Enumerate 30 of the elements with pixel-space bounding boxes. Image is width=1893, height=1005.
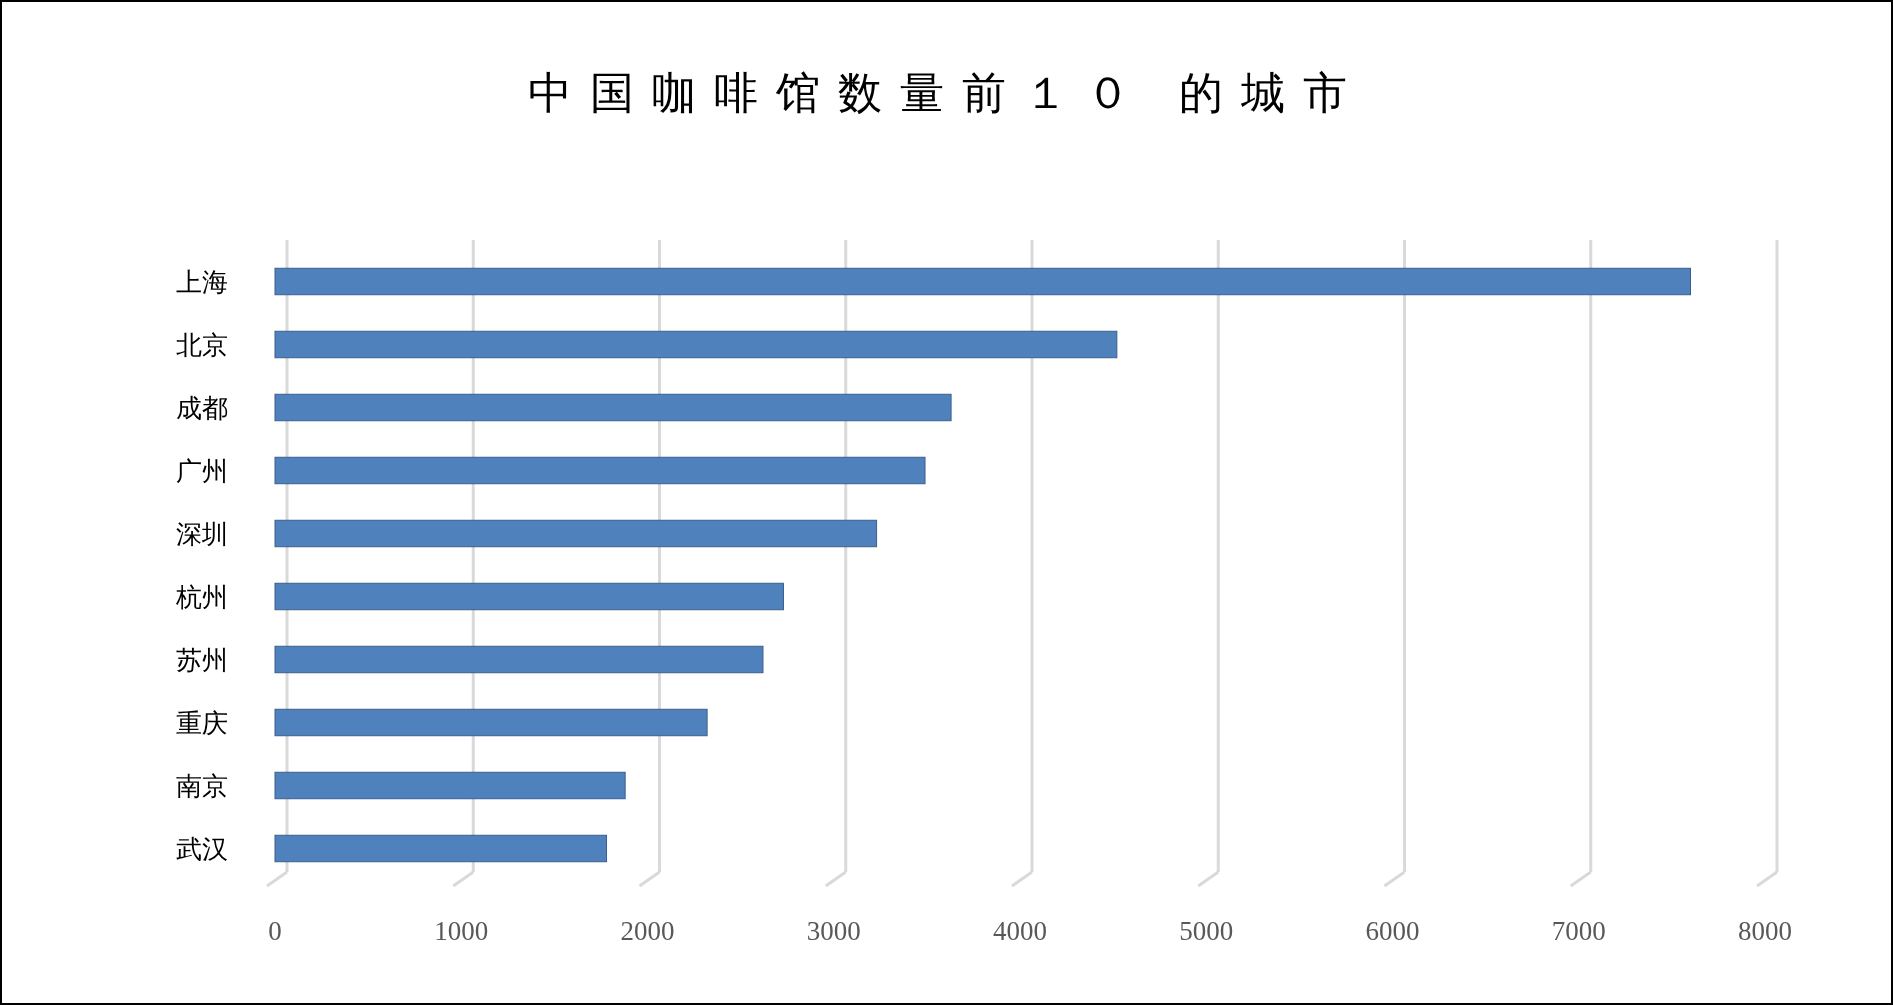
bar <box>274 330 1118 359</box>
y-tick-label: 杭州 <box>175 581 228 612</box>
y-tick-label: 成都 <box>176 392 228 423</box>
bar <box>274 267 1691 296</box>
y-tick-label: 北京 <box>176 329 228 360</box>
x-tick-label: 1000 <box>434 916 489 946</box>
bar <box>274 708 708 737</box>
chart-title: 中国咖啡馆数量前１０ 的城市 <box>527 67 1366 118</box>
bar <box>274 582 784 611</box>
y-tick-label: 重庆 <box>176 707 228 738</box>
x-tick-label: 7000 <box>1551 916 1606 946</box>
bar <box>274 645 764 674</box>
y-tick-label: 南京 <box>176 770 228 801</box>
x-tick-label: 3000 <box>806 916 861 946</box>
bar <box>274 834 608 863</box>
x-tick-label: 0 <box>268 916 282 946</box>
x-tick-label: 8000 <box>1738 916 1792 946</box>
bar <box>274 456 926 485</box>
y-tick-label: 武汉 <box>176 833 228 864</box>
x-tick-label: 6000 <box>1365 916 1420 946</box>
y-tick-label: 广州 <box>176 455 228 486</box>
x-tick-label: 2000 <box>620 916 675 946</box>
bar <box>274 393 952 422</box>
bar <box>274 519 878 548</box>
bar <box>274 771 626 800</box>
y-tick-label: 上海 <box>176 266 228 297</box>
x-tick-label: 4000 <box>993 916 1047 946</box>
y-tick-label: 深圳 <box>176 518 228 549</box>
y-tick-label: 苏州 <box>176 644 228 675</box>
x-tick-label: 5000 <box>1179 916 1234 946</box>
